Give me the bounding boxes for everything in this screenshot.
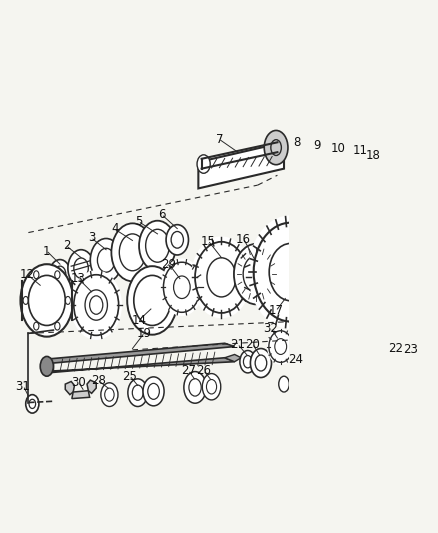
Ellipse shape <box>354 152 383 192</box>
Ellipse shape <box>40 357 53 376</box>
Text: 16: 16 <box>236 233 251 246</box>
Ellipse shape <box>26 394 39 413</box>
Text: 11: 11 <box>352 144 367 157</box>
Ellipse shape <box>166 225 188 255</box>
Text: 9: 9 <box>313 139 321 152</box>
Ellipse shape <box>197 155 210 173</box>
Text: 1: 1 <box>43 245 50 257</box>
Ellipse shape <box>202 374 221 400</box>
Text: 6: 6 <box>159 208 166 221</box>
Text: 25: 25 <box>122 370 137 383</box>
Ellipse shape <box>412 354 426 376</box>
Text: 17: 17 <box>268 304 284 317</box>
Ellipse shape <box>248 215 333 329</box>
Text: 5: 5 <box>135 215 143 228</box>
Text: 23: 23 <box>403 343 418 357</box>
Polygon shape <box>284 376 337 385</box>
Ellipse shape <box>294 146 316 177</box>
Polygon shape <box>72 391 90 399</box>
Ellipse shape <box>101 383 118 407</box>
Text: 4: 4 <box>111 222 118 235</box>
Ellipse shape <box>267 328 294 365</box>
Ellipse shape <box>191 237 252 318</box>
Ellipse shape <box>184 372 206 403</box>
Text: 27: 27 <box>181 365 196 377</box>
Ellipse shape <box>264 131 288 165</box>
Text: 10: 10 <box>331 142 346 155</box>
Polygon shape <box>329 127 393 215</box>
Ellipse shape <box>71 270 122 340</box>
Ellipse shape <box>397 353 416 379</box>
Ellipse shape <box>234 244 279 304</box>
Text: 3: 3 <box>88 231 95 244</box>
Text: 22: 22 <box>389 342 403 355</box>
Text: 7: 7 <box>215 133 223 146</box>
Ellipse shape <box>279 376 289 392</box>
Ellipse shape <box>240 351 256 373</box>
Polygon shape <box>65 382 74 394</box>
Ellipse shape <box>21 264 73 337</box>
Ellipse shape <box>329 368 342 387</box>
Text: 2: 2 <box>63 239 71 252</box>
Ellipse shape <box>314 323 392 429</box>
Polygon shape <box>87 380 96 393</box>
Ellipse shape <box>139 221 176 271</box>
Text: 8: 8 <box>293 136 301 149</box>
Text: 13: 13 <box>71 272 86 285</box>
Text: 31: 31 <box>16 380 31 393</box>
Text: 29: 29 <box>161 257 176 271</box>
Ellipse shape <box>127 266 177 335</box>
Ellipse shape <box>128 379 148 407</box>
Polygon shape <box>198 142 284 189</box>
Ellipse shape <box>380 352 403 385</box>
Text: 19: 19 <box>137 327 152 340</box>
Ellipse shape <box>251 349 272 377</box>
Ellipse shape <box>161 259 203 316</box>
Ellipse shape <box>90 238 122 282</box>
Text: 30: 30 <box>71 376 86 389</box>
Text: 14: 14 <box>131 314 147 327</box>
Ellipse shape <box>333 150 360 187</box>
Ellipse shape <box>313 147 339 184</box>
Text: 20: 20 <box>245 338 260 351</box>
Polygon shape <box>225 354 241 362</box>
Text: 28: 28 <box>91 374 106 386</box>
Text: 24: 24 <box>288 353 304 366</box>
Text: 18: 18 <box>366 149 380 162</box>
Text: 32: 32 <box>263 322 278 335</box>
Text: 15: 15 <box>201 235 215 248</box>
Text: 12: 12 <box>20 268 35 280</box>
Text: 21: 21 <box>230 338 245 351</box>
Ellipse shape <box>111 223 154 281</box>
Ellipse shape <box>68 249 94 287</box>
Text: 26: 26 <box>196 365 211 377</box>
Polygon shape <box>47 343 235 373</box>
Ellipse shape <box>49 260 71 288</box>
Ellipse shape <box>143 377 164 406</box>
